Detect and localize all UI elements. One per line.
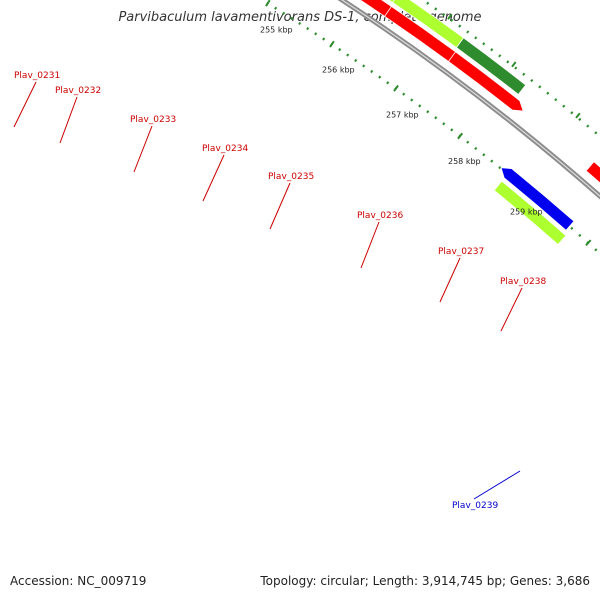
tick — [298, 21, 302, 26]
tick — [393, 84, 399, 92]
tick — [474, 146, 478, 151]
tick — [426, 110, 430, 114]
tick — [450, 128, 454, 132]
kbp-label: 257 kbp — [386, 110, 419, 119]
leader-line — [269, 182, 291, 230]
tick — [329, 40, 335, 48]
tick — [594, 248, 598, 252]
tick — [306, 27, 310, 31]
accession-text: Accession: NC_009719 — [10, 574, 147, 588]
gene-label: Plav_0238 — [500, 277, 546, 287]
tick — [570, 111, 574, 115]
tick — [514, 66, 518, 70]
feature-layer — [359, 0, 600, 246]
tick — [442, 12, 446, 17]
tick — [458, 24, 462, 28]
tick — [354, 58, 358, 63]
tick — [585, 239, 592, 246]
tick — [346, 53, 350, 57]
tick — [457, 132, 464, 140]
tick — [450, 18, 454, 22]
leader-line — [500, 287, 523, 332]
tick — [498, 165, 502, 170]
tick — [554, 98, 558, 102]
tick — [570, 226, 574, 230]
tick — [418, 104, 422, 108]
gene-label: Plav_0232 — [55, 86, 101, 96]
tick — [466, 30, 470, 34]
tick — [370, 69, 374, 74]
tick — [490, 48, 494, 52]
gene-label: Plav_0236 — [357, 211, 403, 221]
tick — [274, 6, 278, 10]
tick — [426, 1, 430, 5]
tick — [506, 60, 510, 64]
tick — [447, 13, 453, 20]
tick-layer — [259, 0, 598, 252]
backbone-layer — [337, 0, 600, 200]
tick — [511, 61, 517, 68]
gene-label: Plav_0237 — [438, 247, 484, 257]
gene-label: Plav_0235 — [268, 172, 314, 182]
tick — [575, 112, 581, 119]
leader-line — [439, 257, 461, 303]
tick — [290, 16, 294, 20]
gene-label: Plav_0239 — [452, 501, 498, 511]
gene-label: Plav_0231 — [14, 71, 60, 81]
tick — [482, 153, 486, 157]
tick — [265, 0, 271, 7]
tick — [442, 122, 446, 126]
leader-line — [360, 221, 380, 269]
leader-line — [202, 154, 225, 202]
tick — [282, 11, 286, 15]
tick — [322, 37, 326, 41]
tick — [538, 85, 542, 89]
tick — [474, 36, 478, 40]
tick — [522, 72, 526, 76]
gene-label: Plav_0233 — [130, 115, 176, 125]
tick — [530, 78, 534, 83]
tick — [434, 7, 438, 11]
tick — [466, 140, 470, 144]
tick — [410, 98, 414, 102]
cds-blue-plav-0239 — [500, 167, 575, 231]
leader-line — [13, 81, 37, 128]
tick — [546, 91, 550, 95]
tick — [498, 54, 502, 58]
leader-line — [473, 470, 521, 500]
tick — [578, 117, 582, 121]
backbone-highlight — [340, 0, 600, 198]
tick — [362, 64, 366, 68]
tick — [402, 92, 406, 96]
tick — [314, 32, 318, 36]
tick — [482, 42, 486, 46]
tick — [434, 116, 438, 120]
tick — [586, 124, 590, 128]
gene-red-9 — [585, 161, 600, 184]
cds-plav-0238 — [455, 37, 527, 95]
tick — [594, 131, 598, 135]
tick — [386, 81, 390, 85]
tick — [578, 233, 582, 238]
gene-label: Plav_0234 — [202, 144, 248, 154]
kbp-label: 255 kbp — [260, 25, 293, 34]
leader-line — [59, 96, 78, 144]
genome-summary-text: Topology: circular; Length: 3,914,745 bp… — [260, 574, 590, 588]
kbp-label: 258 kbp — [448, 157, 481, 166]
leader-line — [133, 125, 153, 173]
cds-light-inner — [493, 180, 567, 246]
tick — [562, 104, 566, 108]
tick — [490, 159, 494, 163]
tick — [378, 75, 382, 79]
tick — [338, 48, 342, 52]
kbp-label: 259 kbp — [510, 207, 543, 216]
gene-red-8 — [447, 51, 524, 112]
kbp-label: 256 kbp — [322, 66, 355, 75]
